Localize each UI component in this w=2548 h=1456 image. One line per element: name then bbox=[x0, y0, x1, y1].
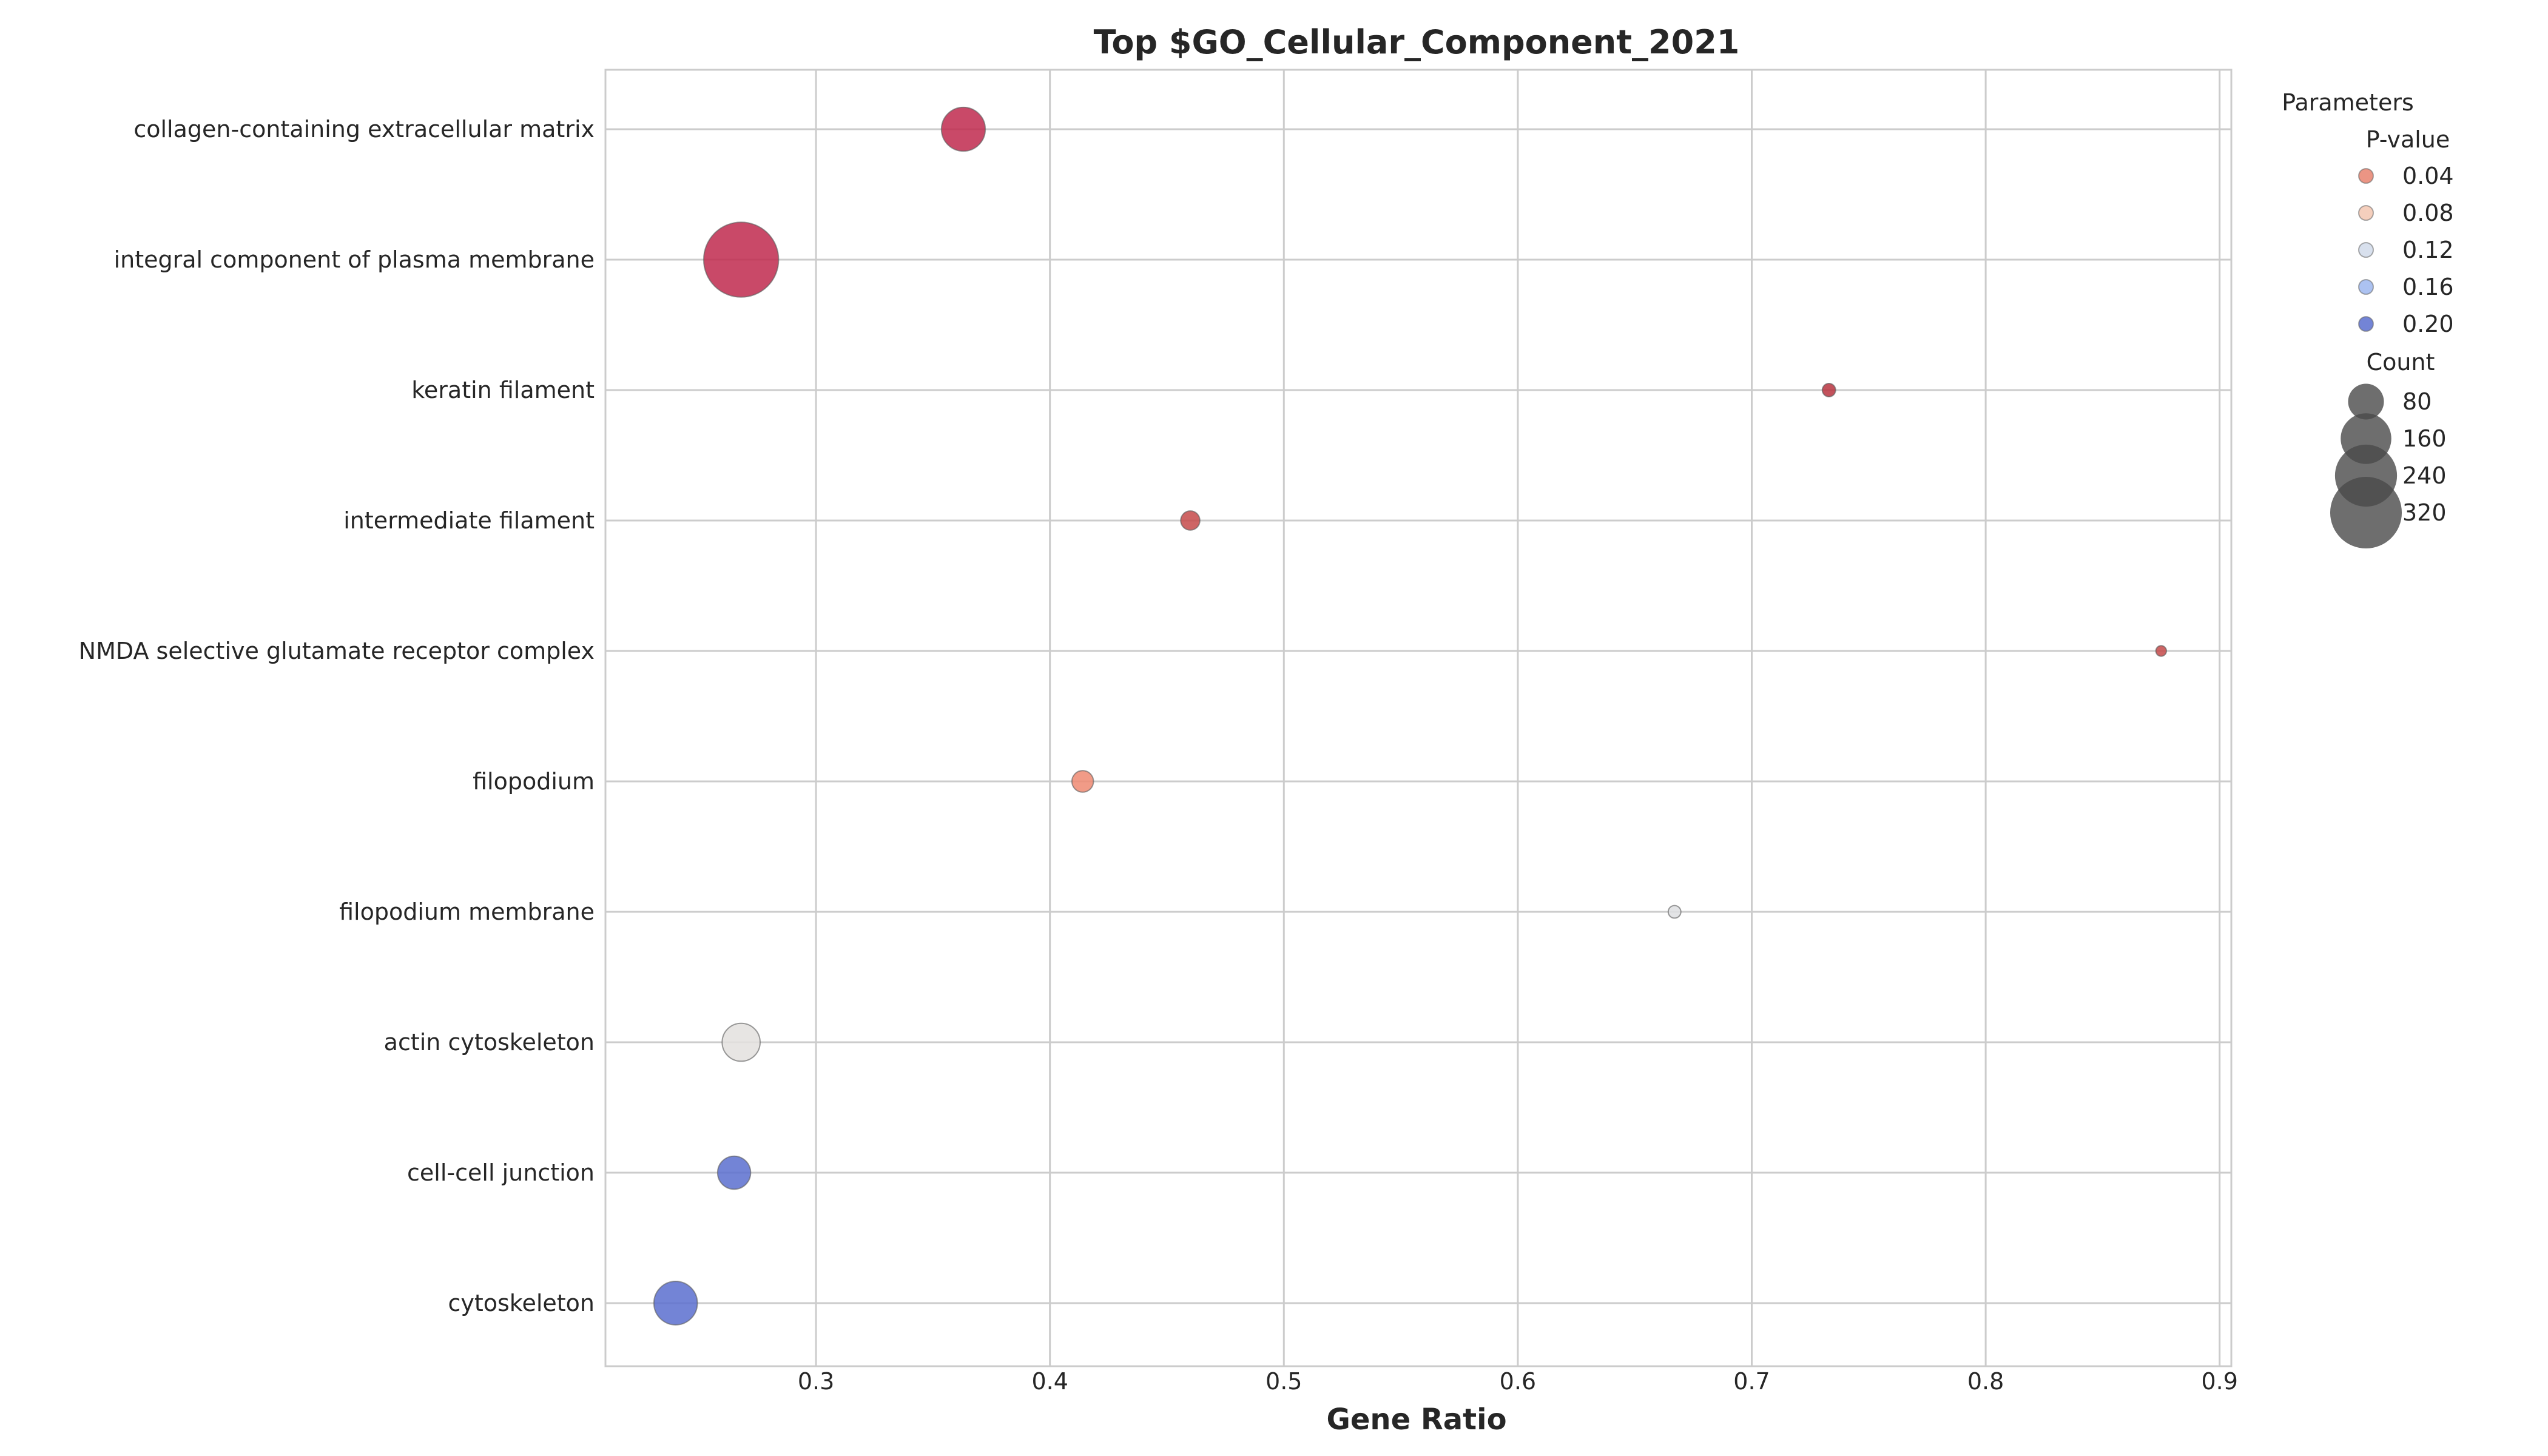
data-point bbox=[716, 1155, 752, 1190]
x-tick-labels: 0.3 0.4 0.5 0.6 0.7 0.8 0.9 bbox=[798, 1368, 2238, 1395]
data-point bbox=[703, 221, 780, 298]
x-axis-label: Gene Ratio bbox=[1326, 1403, 1506, 1437]
chart-title: Top $GO_Cellular_Component_2021 bbox=[1094, 23, 1740, 61]
grid-layer bbox=[605, 70, 2231, 1366]
data-point bbox=[1071, 770, 1094, 793]
legend-color-swatch bbox=[2358, 168, 2374, 184]
data-point bbox=[721, 1022, 761, 1062]
legend-size-swatch bbox=[2348, 383, 2384, 420]
data-point bbox=[940, 106, 986, 152]
data-point bbox=[653, 1281, 698, 1326]
y-tick-label: filopodium bbox=[473, 768, 595, 795]
legend: Parameters P-value Count 0.04 0.08 0.12 0.1… bbox=[2282, 89, 2454, 549]
x-tick-label: 0.3 bbox=[798, 1368, 834, 1395]
legend-color-label: 0.12 bbox=[2402, 237, 2454, 263]
legend-color-label: 0.20 bbox=[2402, 311, 2454, 337]
data-point bbox=[1180, 510, 1201, 531]
legend-size-label: 320 bbox=[2402, 499, 2447, 526]
x-tick-label: 0.4 bbox=[1031, 1368, 1068, 1395]
y-tick-label: collagen-containing extracellular matrix bbox=[133, 116, 595, 143]
legend-color-swatch bbox=[2358, 242, 2374, 258]
legend-color-label: 0.04 bbox=[2402, 163, 2454, 189]
legend-color-swatch bbox=[2358, 205, 2374, 221]
legend-color-swatch bbox=[2358, 279, 2374, 295]
legend-color-swatch bbox=[2358, 316, 2374, 332]
y-tick-label: cytoskeleton bbox=[448, 1290, 595, 1316]
x-tick-label: 0.9 bbox=[2202, 1368, 2238, 1395]
legend-size-swatch bbox=[2330, 476, 2402, 549]
y-tick-label: integral component of plasma membrane bbox=[114, 246, 595, 273]
data-point bbox=[1821, 383, 1836, 397]
legend-color-label: 0.16 bbox=[2402, 274, 2454, 300]
data-point bbox=[2155, 645, 2168, 657]
x-tick-label: 0.8 bbox=[1967, 1368, 2004, 1395]
y-tick-label: actin cytoskeleton bbox=[384, 1029, 595, 1056]
y-tick-label: filopodium membrane bbox=[339, 898, 595, 925]
legend-size-label: 160 bbox=[2402, 425, 2447, 452]
legend-size-label: 240 bbox=[2402, 462, 2447, 489]
y-tick-labels: collagen-containing extracellular matrix… bbox=[79, 116, 595, 1316]
x-tick-label: 0.6 bbox=[1500, 1368, 1536, 1395]
data-point bbox=[1667, 905, 1682, 919]
x-tick-label: 0.5 bbox=[1266, 1368, 1302, 1395]
y-tick-label: cell-cell junction bbox=[407, 1159, 595, 1186]
plot-frame bbox=[604, 69, 2233, 1367]
x-tick-label: 0.7 bbox=[1733, 1368, 1770, 1395]
legend-title: Parameters bbox=[2282, 89, 2414, 116]
y-tick-label: NMDA selective glutamate receptor comple… bbox=[79, 638, 595, 664]
points-layer bbox=[653, 106, 2168, 1326]
y-tick-label: intermediate filament bbox=[343, 507, 595, 534]
y-tick-label: keratin filament bbox=[411, 377, 595, 403]
legend-color-title: P-value bbox=[2366, 126, 2450, 153]
legend-color-label: 0.08 bbox=[2402, 200, 2454, 226]
legend-size-title: Count bbox=[2367, 349, 2435, 376]
legend-size-label: 80 bbox=[2402, 388, 2432, 415]
